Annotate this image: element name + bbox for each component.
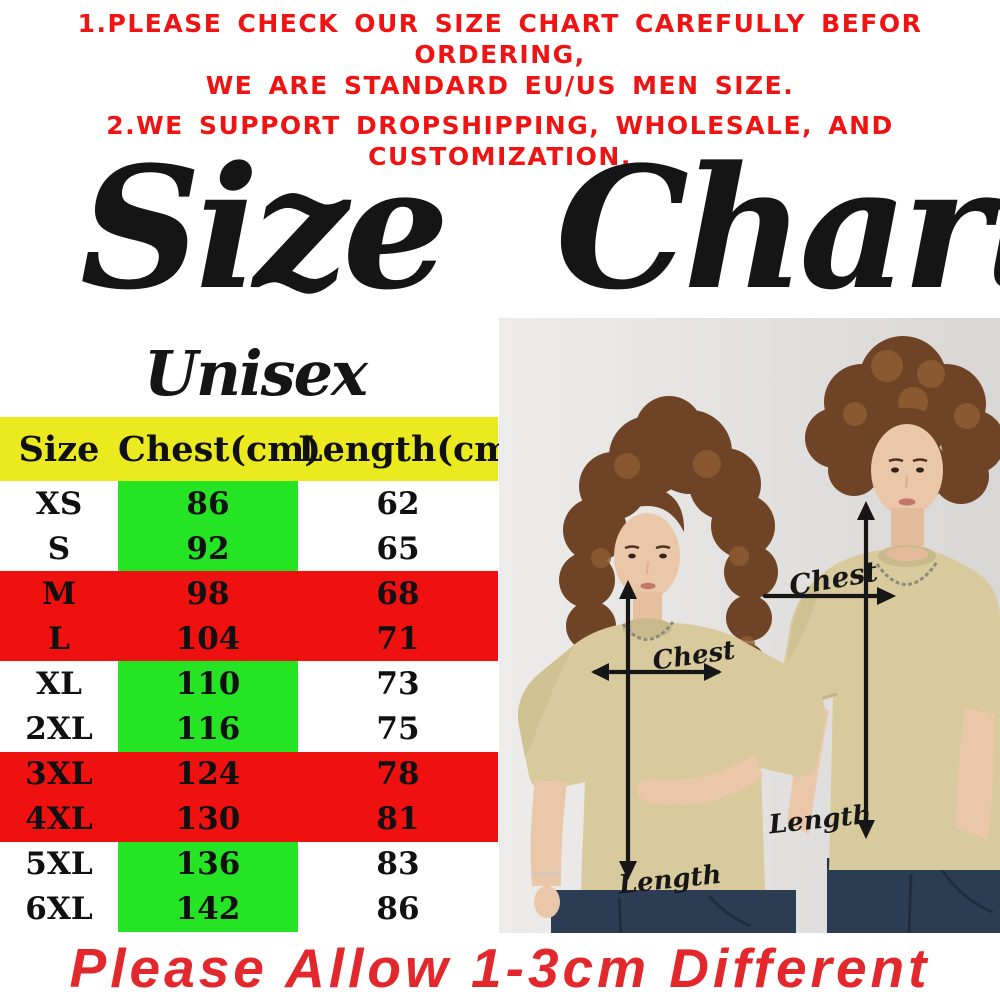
woman-eye-left [628, 553, 636, 559]
man-lips [898, 498, 916, 506]
woman-tshirt [517, 622, 826, 890]
table-row: 4XL 130 81 [0, 796, 498, 842]
cell-size: L [48, 620, 70, 657]
chest-arrow-right [762, 587, 896, 605]
man-collar-skin [886, 547, 928, 561]
cell-chest: 124 [175, 756, 241, 793]
woman-lips [640, 582, 656, 590]
model-man [782, 336, 1000, 933]
cell-size: 4XL [25, 801, 93, 838]
title-word-size: Size [80, 129, 449, 327]
cell-chest: 92 [118, 526, 298, 572]
cell-chest: 130 [175, 801, 241, 838]
header-chest: Chest(cm) [118, 428, 321, 470]
woman-jeans [551, 890, 796, 933]
page-title: Size Chart [80, 128, 1000, 328]
man-necklace [875, 561, 939, 586]
note-line-2: WE ARE STANDARD EU/US MEN SIZE. [205, 71, 795, 100]
footer-note: Please Allow 1-3cm Different [0, 936, 1000, 1000]
header-size: Size [18, 428, 100, 470]
man-fringe [869, 408, 947, 440]
cell-chest: 136 [118, 841, 298, 887]
model-photo: Chest Length Chest Length [499, 318, 1000, 933]
woman-eye-right [659, 553, 667, 559]
woman-fringe [611, 488, 685, 532]
cell-size: 2XL [25, 711, 93, 748]
woman-hanging-arm [530, 780, 567, 886]
woman-crossing-forearm [646, 754, 763, 805]
cell-chest: 142 [118, 886, 298, 932]
woman-brow-left [624, 545, 640, 550]
man-brow-right [912, 458, 928, 463]
table-row: 5XL 136 83 [0, 841, 498, 887]
man-neck [891, 508, 924, 546]
header-length: Length(cm) [298, 428, 528, 470]
cell-size: 3XL [25, 756, 93, 793]
cell-size: M [41, 575, 77, 612]
cell-size: XS [35, 485, 83, 522]
table-row: S 92 65 [0, 526, 498, 572]
man-face [871, 424, 943, 516]
table-row: L 104 71 [0, 616, 498, 662]
woman-grip-hand [637, 779, 665, 801]
cell-chest: 110 [118, 661, 298, 707]
table-row: M 98 68 [0, 571, 498, 617]
size-table-header: Size Chest(cm) Length(cm) [0, 417, 528, 481]
woman-brow-right [655, 545, 671, 550]
cell-chest: 98 [186, 575, 230, 612]
cell-length: 86 [376, 891, 420, 928]
cell-length: 65 [376, 530, 420, 567]
cell-length: 73 [376, 665, 420, 702]
man-tshirt [782, 548, 1000, 870]
size-table: Size Chest(cm) Length(cm) XS 86 62 S 92 … [0, 417, 528, 932]
woman-nose [646, 561, 649, 575]
chest-arrow-left [591, 663, 722, 681]
cell-length: 83 [376, 846, 420, 883]
man-sleeve-shade [787, 570, 829, 662]
top-notes: 1.PLEASE CHECK OUR SIZE CHART CAREFULLY … [0, 8, 1000, 172]
cell-length: 78 [376, 756, 420, 793]
table-row: 2XL 116 75 [0, 706, 498, 752]
table-row: XL 110 73 [0, 661, 498, 707]
cell-chest: 86 [118, 481, 298, 527]
cell-length: 68 [376, 575, 420, 612]
note-line-1: 1.PLEASE CHECK OUR SIZE CHART CAREFULLY … [77, 9, 923, 69]
man-nose [905, 475, 908, 489]
woman-face [614, 513, 680, 599]
size-table-body: XS 86 62 S 92 65 M 98 68 L 104 71 XL 110… [0, 481, 498, 932]
model-woman [517, 396, 826, 933]
measurement-arrows: Chest Length Chest Length [591, 501, 896, 900]
man-right-arm [956, 708, 994, 840]
cell-length: 71 [376, 620, 420, 657]
cell-chest: 104 [175, 620, 241, 657]
table-row: 6XL 142 86 [0, 886, 498, 932]
man-brow-left [888, 458, 904, 463]
length-arrow-right [857, 501, 875, 839]
cell-size: S [47, 530, 71, 567]
cell-size: 5XL [25, 846, 93, 883]
table-row: 3XL 124 78 [0, 751, 498, 797]
title-word-chart: Chart [555, 129, 1000, 327]
cell-size: XL [36, 665, 82, 702]
cell-length: 62 [376, 485, 420, 522]
cell-size: 6XL [25, 891, 93, 928]
woman-sleeve-shade [517, 644, 575, 758]
man-eye-right [916, 467, 924, 473]
man-eye-left [891, 467, 899, 473]
cell-length: 81 [376, 801, 420, 838]
woman-collar [622, 618, 672, 638]
woman-hand [534, 886, 560, 918]
cell-chest: 116 [118, 706, 298, 752]
cell-length: 75 [376, 711, 420, 748]
woman-hair [559, 396, 778, 725]
note-line-3: 2.WE SUPPORT DROPSHIPPING, WHOLESALE, AN… [106, 111, 894, 171]
length-arrow-left [619, 580, 637, 880]
table-row: XS 86 62 [0, 481, 498, 527]
